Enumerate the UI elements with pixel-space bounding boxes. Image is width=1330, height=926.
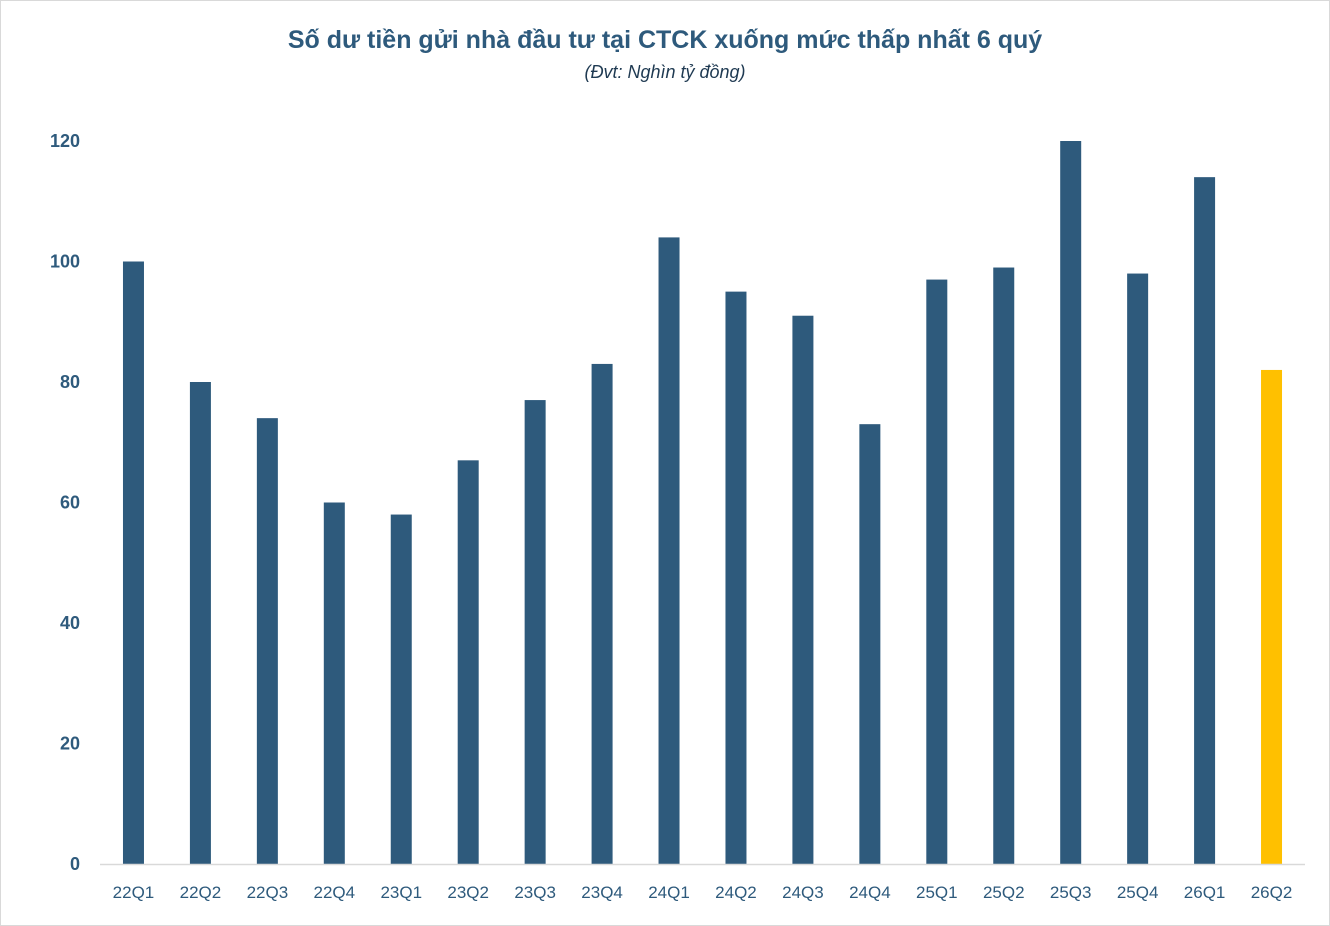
x-tick-label: 22Q4 bbox=[314, 883, 356, 902]
y-tick-label: 60 bbox=[60, 493, 80, 513]
x-tick-label: 24Q2 bbox=[715, 883, 757, 902]
x-tick-label: 22Q3 bbox=[247, 883, 289, 902]
y-tick-label: 20 bbox=[60, 734, 80, 754]
y-tick-label: 40 bbox=[60, 613, 80, 633]
bar-26q1 bbox=[1194, 177, 1216, 864]
bar-24q4 bbox=[859, 424, 881, 864]
bar-22q3 bbox=[256, 418, 278, 864]
x-tick-label: 23Q3 bbox=[514, 883, 556, 902]
bars bbox=[122, 141, 1283, 865]
x-tick-label: 25Q3 bbox=[1050, 883, 1092, 902]
bar-26q2 bbox=[1261, 369, 1283, 864]
x-tick-label: 22Q2 bbox=[180, 883, 222, 902]
chart-title: Số dư tiền gửi nhà đầu tư tại CTCK xuống… bbox=[287, 26, 1043, 54]
x-axis: 22Q1 22Q2 22Q3 22Q4 23Q1 23Q2 23Q3 23Q4 24Q1 24Q2… bbox=[113, 883, 1293, 902]
bar-23q4 bbox=[591, 363, 613, 864]
x-tick-label: 24Q1 bbox=[648, 883, 690, 902]
x-tick-label: 26Q2 bbox=[1251, 883, 1293, 902]
x-tick-label: 23Q4 bbox=[581, 883, 623, 902]
bar-23q3 bbox=[524, 400, 546, 864]
x-tick-label: 26Q1 bbox=[1184, 883, 1226, 902]
x-tick-label: 23Q1 bbox=[380, 883, 422, 902]
bar-24q2 bbox=[725, 291, 747, 864]
bar-25q2 bbox=[993, 267, 1015, 864]
bar-22q4 bbox=[323, 502, 345, 864]
x-tick-label: 25Q1 bbox=[916, 883, 958, 902]
bar-25q4 bbox=[1127, 273, 1149, 864]
y-tick-label: 100 bbox=[50, 252, 80, 272]
bar-24q1 bbox=[658, 237, 680, 864]
bar-22q1 bbox=[122, 261, 144, 864]
y-tick-label: 80 bbox=[60, 372, 80, 392]
bar-22q2 bbox=[189, 382, 211, 864]
bar-25q1 bbox=[926, 279, 948, 864]
x-tick-label: 25Q2 bbox=[983, 883, 1025, 902]
x-tick-label: 25Q4 bbox=[1117, 883, 1159, 902]
bar-25q3 bbox=[1060, 141, 1082, 864]
x-tick-label: 24Q4 bbox=[849, 883, 891, 902]
x-tick-label: 23Q2 bbox=[447, 883, 489, 902]
bar-23q2 bbox=[457, 460, 479, 864]
y-tick-label: 0 bbox=[70, 854, 80, 874]
chart-subtitle: (Đvt: Nghìn tỷ đồng) bbox=[584, 62, 746, 82]
y-axis: 0 20 40 60 80 100 120 bbox=[50, 131, 80, 874]
bar-23q1 bbox=[390, 514, 412, 864]
x-tick-label: 24Q3 bbox=[782, 883, 824, 902]
bar-24q3 bbox=[792, 315, 814, 865]
x-tick-label: 22Q1 bbox=[113, 883, 155, 902]
y-tick-label: 120 bbox=[50, 131, 80, 151]
